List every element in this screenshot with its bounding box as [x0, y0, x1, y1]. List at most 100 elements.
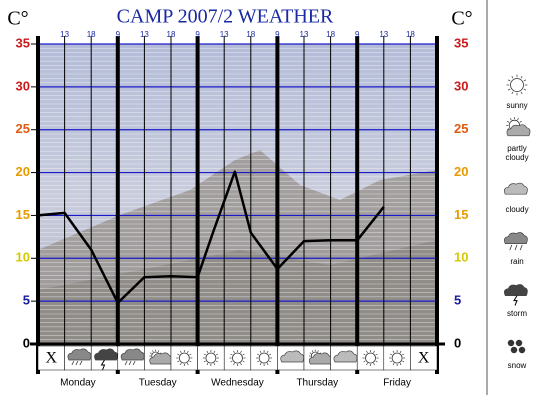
sun-ray: [520, 91, 523, 95]
cloud: [333, 350, 358, 363]
sun-ray: [507, 79, 511, 82]
x-tick-label: 18: [167, 30, 176, 39]
weather-icon: [333, 350, 358, 363]
legend-icon: [503, 182, 528, 195]
rain-drop: [71, 360, 75, 366]
sun-ray: [203, 360, 206, 363]
y2-tick-label: 35: [454, 35, 468, 50]
sun-ray: [402, 353, 405, 356]
x-tick-label: 9: [195, 30, 200, 39]
sun-ray: [259, 350, 262, 353]
sun-ray: [399, 363, 402, 366]
y-tick-label: 0: [23, 335, 30, 350]
sun: [232, 352, 243, 364]
x-tick-label: 9: [355, 30, 360, 39]
sun-ray: [233, 350, 235, 353]
x-tick-label: 9: [275, 30, 280, 39]
rain-drop: [514, 244, 518, 251]
legend-item: snow: [492, 318, 542, 370]
day-label: Friday: [383, 378, 411, 389]
sun-ray: [256, 353, 260, 356]
chart-title: CAMP 2007/2 WEATHER: [117, 6, 334, 28]
sun-ray: [520, 75, 523, 79]
x-tick-label: 18: [246, 30, 255, 39]
sun-ray: [215, 353, 219, 356]
y-tick-label: 35: [16, 35, 30, 50]
snowflake: [515, 339, 523, 347]
weather-icon: [120, 348, 145, 366]
weather-icon: [176, 350, 193, 366]
cloud: [503, 182, 528, 195]
sun-ray: [266, 363, 269, 366]
sun-ray: [233, 363, 235, 366]
legend-icon: [506, 117, 531, 137]
sun-ray: [392, 350, 395, 353]
sun-ray: [179, 350, 182, 353]
rain-drop: [124, 360, 128, 366]
legend-item: sunny: [492, 58, 542, 110]
sun-ray: [266, 350, 269, 353]
weather-icon: [67, 348, 92, 366]
sun-ray: [311, 350, 314, 353]
sun-ray: [177, 360, 180, 363]
x-tick-label: 18: [87, 30, 96, 39]
weather-icon: [280, 350, 305, 363]
snowflake: [507, 339, 515, 347]
cloud: [120, 348, 145, 361]
sun-ray: [375, 353, 378, 356]
cloud: [94, 348, 118, 361]
sun-ray: [256, 360, 260, 363]
sun-ray: [392, 363, 395, 366]
weather-icon: [308, 349, 333, 365]
x-tick-label: 18: [406, 30, 415, 39]
rain-drop: [132, 360, 136, 366]
sun-ray: [259, 363, 262, 366]
sun-ray: [366, 363, 368, 366]
sun-ray: [240, 363, 242, 366]
sun-ray: [399, 350, 402, 353]
y-tick-label: 20: [16, 164, 30, 179]
legend-label: sunny: [506, 101, 528, 110]
legend-item: rain: [492, 214, 542, 266]
icon-cell: [410, 345, 438, 371]
sun-ray: [179, 363, 182, 366]
sun-ray: [269, 353, 272, 356]
weather-icon: [202, 350, 219, 366]
legend-label: cloudy: [505, 205, 529, 214]
x-tick-label: 13: [300, 30, 309, 39]
y-tick-label: 5: [23, 293, 30, 308]
sun-ray: [152, 350, 154, 353]
sun-ray: [206, 350, 209, 353]
legend-label: storm: [507, 309, 527, 318]
sun-ray: [203, 353, 206, 356]
legend-icon: [503, 232, 528, 251]
weather-icon: [503, 182, 528, 195]
sun: [510, 78, 524, 92]
sun-ray: [507, 120, 510, 123]
sun: [205, 352, 217, 364]
sun-ray: [373, 363, 375, 366]
end-mark: X: [418, 350, 430, 367]
sun-ray: [215, 360, 219, 363]
rain-drop: [79, 360, 83, 366]
x-tick-label: 9: [116, 30, 121, 39]
sun-ray: [519, 120, 522, 123]
day-label: Tuesday: [139, 378, 177, 389]
y-tick-label: 30: [16, 78, 30, 93]
legend-label: partly cloudy: [505, 144, 529, 162]
sun-ray: [507, 128, 510, 130]
sun-ray: [511, 75, 514, 79]
temperature-line: [37, 170, 385, 305]
sun-ray: [240, 350, 242, 353]
end-mark: X: [46, 350, 58, 367]
day-label: Thursday: [296, 378, 338, 389]
sun-ray: [230, 360, 233, 363]
weather-icon: [229, 350, 246, 366]
x-tick-label: 13: [140, 30, 149, 39]
legend: sunny partly cloudy cloudy rain storm snow: [492, 58, 542, 370]
weather-icon: [503, 284, 528, 306]
sun-ray: [186, 350, 189, 353]
sun-ray: [511, 91, 514, 95]
sun-ray: [213, 363, 216, 366]
sun-ray: [213, 350, 216, 353]
